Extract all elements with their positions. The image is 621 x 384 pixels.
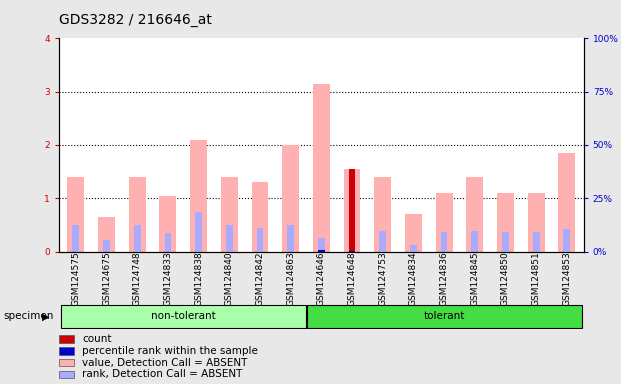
Bar	[502, 232, 509, 252]
Bar	[343, 169, 361, 252]
Bar	[160, 195, 176, 252]
Text: GSM124850: GSM124850	[501, 252, 510, 306]
Bar	[471, 231, 478, 252]
Bar	[528, 193, 545, 252]
Bar	[374, 177, 391, 252]
Bar	[348, 251, 355, 252]
Bar	[165, 233, 171, 252]
Bar	[410, 245, 417, 252]
Bar	[59, 371, 75, 378]
Text: GSM124851: GSM124851	[532, 252, 541, 306]
Text: GDS3282 / 216646_at: GDS3282 / 216646_at	[59, 13, 212, 27]
Bar	[405, 214, 422, 252]
Bar	[282, 145, 299, 252]
Text: GSM124833: GSM124833	[163, 252, 173, 306]
Bar	[288, 225, 294, 252]
Bar	[563, 229, 570, 252]
Bar	[558, 153, 575, 252]
Text: count: count	[82, 334, 111, 344]
Bar	[226, 225, 233, 252]
Bar	[98, 217, 115, 252]
Text: ▶: ▶	[42, 311, 50, 321]
Bar	[68, 177, 84, 252]
Bar	[190, 140, 207, 252]
Text: GSM124834: GSM124834	[409, 252, 418, 306]
Text: GSM124863: GSM124863	[286, 252, 295, 306]
Bar	[59, 335, 75, 343]
Text: GSM124845: GSM124845	[470, 252, 479, 306]
Bar	[195, 212, 202, 252]
Text: GSM124753: GSM124753	[378, 252, 388, 306]
Text: percentile rank within the sample: percentile rank within the sample	[82, 346, 258, 356]
Text: tolerant: tolerant	[424, 311, 465, 321]
Text: GSM124836: GSM124836	[440, 252, 448, 306]
Bar	[59, 347, 75, 355]
Text: GSM124575: GSM124575	[71, 252, 80, 306]
FancyBboxPatch shape	[307, 305, 582, 328]
Bar	[466, 177, 483, 252]
Text: non-tolerant: non-tolerant	[151, 311, 215, 321]
Bar	[497, 193, 514, 252]
Bar	[318, 238, 325, 252]
Text: GSM124838: GSM124838	[194, 252, 203, 306]
Bar	[441, 232, 448, 252]
Bar	[73, 225, 79, 252]
Text: GSM124748: GSM124748	[133, 252, 142, 306]
Text: GSM124853: GSM124853	[563, 252, 571, 306]
FancyBboxPatch shape	[60, 305, 306, 328]
Bar	[318, 250, 325, 252]
Bar	[129, 177, 146, 252]
Bar	[256, 228, 263, 252]
Text: GSM124648: GSM124648	[348, 252, 356, 306]
Bar	[134, 225, 140, 252]
Bar	[103, 240, 110, 252]
Bar	[59, 359, 75, 366]
Text: GSM124646: GSM124646	[317, 252, 326, 306]
Bar	[348, 169, 355, 252]
Bar	[221, 177, 238, 252]
Text: GSM124842: GSM124842	[255, 252, 265, 306]
Bar	[533, 232, 540, 252]
Bar	[379, 231, 386, 252]
Bar	[252, 182, 268, 252]
Text: rank, Detection Call = ABSENT: rank, Detection Call = ABSENT	[82, 369, 242, 379]
Bar	[313, 84, 330, 252]
Text: value, Detection Call = ABSENT: value, Detection Call = ABSENT	[82, 358, 247, 367]
Text: GSM124675: GSM124675	[102, 252, 111, 306]
Text: GSM124840: GSM124840	[225, 252, 234, 306]
Bar	[436, 193, 453, 252]
Text: specimen: specimen	[3, 311, 53, 321]
